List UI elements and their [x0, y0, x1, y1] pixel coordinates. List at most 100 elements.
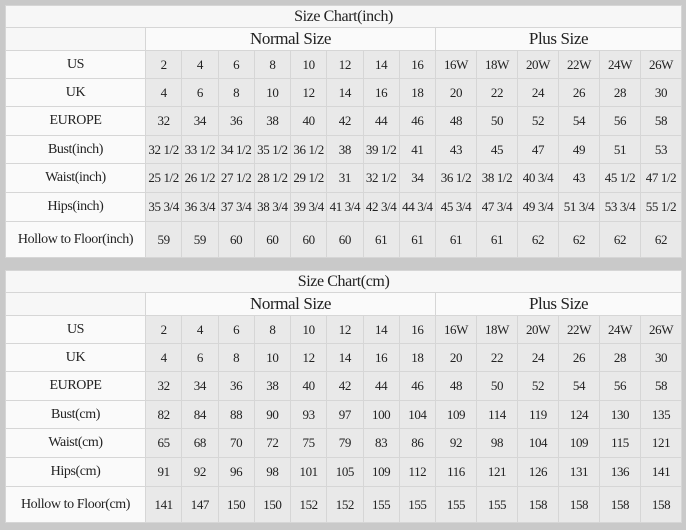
size-cell: 24W	[599, 50, 641, 79]
size-cell: 16	[398, 50, 437, 79]
size-cell: 96	[217, 457, 255, 487]
size-cell: 84	[181, 400, 219, 429]
table-row: US 2 4 6 8 10 12 14 16 16W 18W 20W 22W 24W 26W	[5, 50, 683, 79]
size-cell: 32	[144, 371, 183, 401]
size-cell: 4	[181, 315, 219, 344]
size-cell: 10	[289, 50, 328, 79]
table-row: EUROPE 32 34 36 38 40 42 44 46 48 50 52 54 56 58	[5, 371, 683, 401]
size-cell: 152	[289, 486, 328, 523]
row-label: Hollow to Floor(cm)	[5, 486, 146, 523]
size-cell: 22W	[558, 315, 600, 344]
row-label: Hips(cm)	[5, 457, 146, 487]
row-label: Waist(cm)	[5, 428, 146, 458]
size-cell: 141	[144, 486, 183, 523]
size-cell: 126	[517, 457, 559, 487]
chart-title: Size Chart(inch)	[4, 5, 683, 28]
size-cell: 47 1/2	[639, 163, 683, 193]
size-cell: 90	[253, 400, 292, 429]
table-row: Waist(cm) 65 68 70 72 75 79 83 86 92 98 104 109 115 12…	[5, 428, 683, 458]
size-cell: 10	[289, 315, 328, 344]
size-cell: 18	[398, 78, 437, 107]
size-cell: 6	[181, 343, 219, 372]
size-cell: 150	[253, 486, 292, 523]
size-cell: 60	[217, 221, 255, 258]
row-label: UK	[5, 343, 146, 372]
size-cell: 55 1/2	[639, 192, 683, 222]
header-blank	[5, 292, 146, 316]
size-cell: 10	[253, 78, 292, 107]
size-cell: 14	[362, 50, 400, 79]
size-cell: 32 1/2	[362, 163, 400, 193]
size-cell: 4	[144, 78, 183, 107]
size-cell: 61	[398, 221, 437, 258]
size-cell: 62	[639, 221, 683, 258]
size-cell: 40	[289, 106, 328, 136]
size-cell: 105	[326, 457, 364, 487]
size-cell: 41	[398, 135, 437, 164]
size-cell: 50	[476, 106, 518, 136]
row-label: Waist(inch)	[5, 163, 146, 193]
table-row: Hollow to Floor(cm) 141 147 150 150 152 152 155…	[5, 486, 683, 523]
size-cell: 6	[217, 315, 255, 344]
size-cell: 33 1/2	[181, 135, 219, 164]
size-cell: 22	[476, 78, 518, 107]
size-cell: 24	[517, 343, 559, 372]
size-cell: 26 1/2	[181, 163, 219, 193]
size-cell: 4	[144, 343, 183, 372]
size-cell: 16W	[435, 50, 477, 79]
size-cell: 18W	[476, 315, 518, 344]
size-cell: 152	[326, 486, 364, 523]
size-cell: 37 3/4	[217, 192, 255, 222]
size-cell: 38	[326, 135, 364, 164]
size-cell: 4	[181, 50, 219, 79]
size-cell: 28 1/2	[253, 163, 292, 193]
size-chart-cm: Size Chart(cm) Normal Size Plus Size US 2 4…	[4, 270, 683, 523]
row-label: EUROPE	[5, 371, 146, 401]
size-cell: 20W	[517, 315, 559, 344]
size-cell: 98	[253, 457, 292, 487]
size-cell: 50	[476, 371, 518, 401]
size-cell: 26W	[639, 315, 683, 344]
size-cell: 34	[398, 163, 437, 193]
size-cell: 16	[362, 343, 400, 372]
row-label: US	[5, 315, 146, 344]
size-cell: 42 3/4	[362, 192, 400, 222]
size-cell: 12	[289, 78, 328, 107]
size-cell: 52	[517, 371, 559, 401]
size-cell: 10	[253, 343, 292, 372]
size-cell: 16	[398, 315, 437, 344]
size-cell: 14	[326, 343, 364, 372]
size-cell: 53 3/4	[599, 192, 641, 222]
size-cell: 6	[217, 50, 255, 79]
size-cell: 58	[639, 371, 683, 401]
size-cell: 97	[326, 400, 364, 429]
size-cell: 65	[144, 428, 183, 458]
size-cell: 46	[398, 106, 437, 136]
size-cell: 51	[599, 135, 641, 164]
size-cell: 150	[217, 486, 255, 523]
row-label: Bust(inch)	[5, 135, 146, 164]
size-cell: 119	[517, 400, 559, 429]
size-cell: 16W	[435, 315, 477, 344]
size-cell: 24W	[599, 315, 641, 344]
size-cell: 44	[362, 371, 400, 401]
size-cell: 14	[326, 78, 364, 107]
size-cell: 26	[558, 343, 600, 372]
chart-title: Size Chart(cm)	[4, 270, 683, 293]
size-cell: 39 3/4	[289, 192, 328, 222]
size-cell: 29 1/2	[289, 163, 328, 193]
size-cell: 20W	[517, 50, 559, 79]
size-cell: 93	[289, 400, 328, 429]
size-cell: 130	[599, 400, 641, 429]
size-cell: 86	[398, 428, 437, 458]
size-cell: 124	[558, 400, 600, 429]
size-cell: 109	[435, 400, 477, 429]
size-cell: 158	[517, 486, 559, 523]
size-cell: 26	[558, 78, 600, 107]
size-cell: 116	[435, 457, 477, 487]
size-cell: 8	[253, 50, 292, 79]
size-cell: 20	[435, 343, 477, 372]
size-cell: 12	[326, 315, 364, 344]
size-cell: 38 1/2	[476, 163, 518, 193]
size-cell: 82	[144, 400, 183, 429]
